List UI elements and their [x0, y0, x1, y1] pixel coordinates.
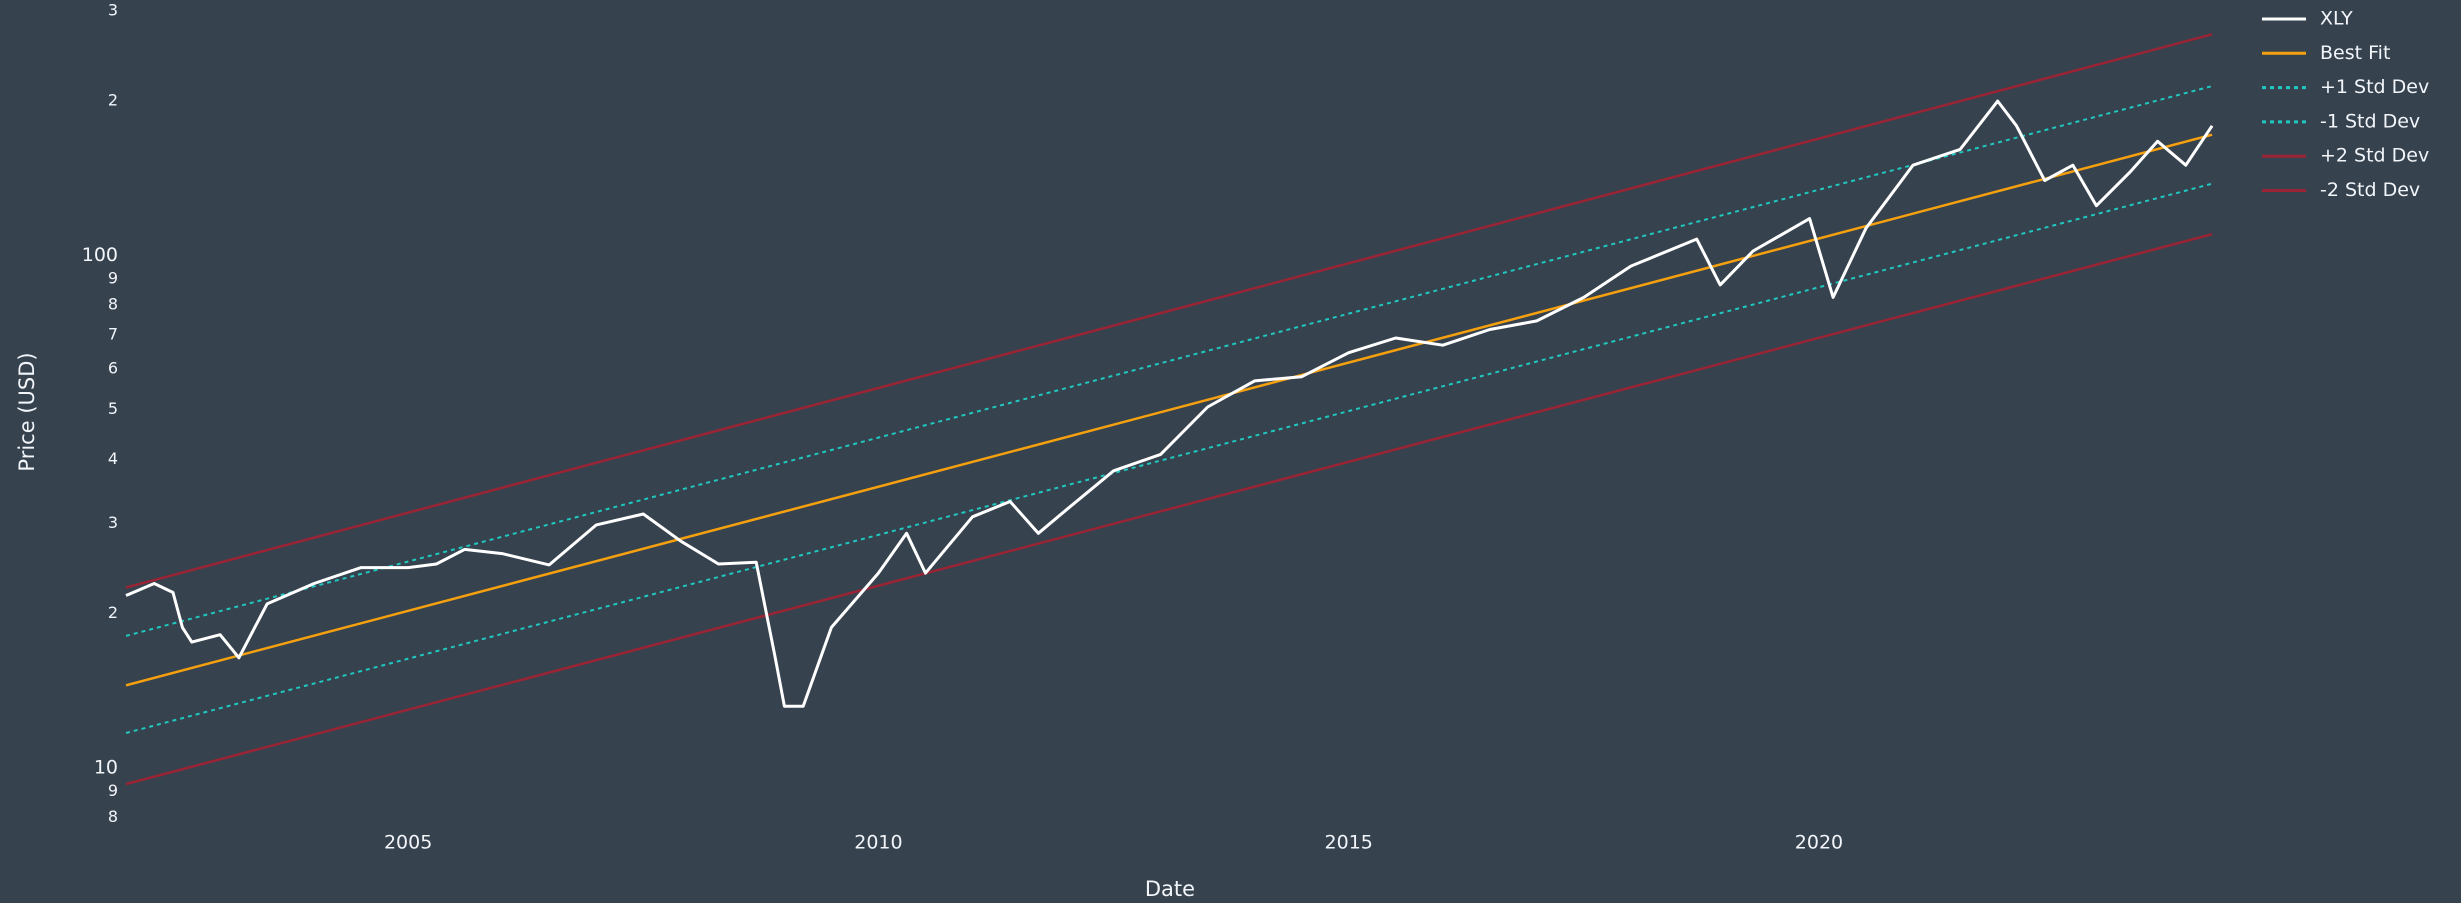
legend-label: Best Fit	[2320, 42, 2390, 64]
y-tick-label: 100	[82, 244, 118, 266]
x-tick-label: 2015	[1325, 832, 1373, 854]
y-tick-label: 3	[108, 513, 118, 532]
legend-item: Best Fit	[2262, 42, 2390, 64]
y-tick-label: 9	[108, 781, 118, 800]
legend-label: +2 Std Dev	[2320, 145, 2429, 167]
legend-label: +1 Std Dev	[2320, 76, 2429, 98]
y-tick-label: 3	[108, 0, 118, 19]
y-tick-label: 5	[108, 399, 118, 418]
y-axis-title: Price (USD)	[15, 352, 39, 471]
y-tick-label: 4	[108, 449, 118, 468]
y-tick-label: 8	[108, 807, 118, 826]
y-tick-label: 2	[108, 603, 118, 622]
legend-item: -1 Std Dev	[2262, 110, 2420, 132]
legend-label: -2 Std Dev	[2320, 179, 2420, 201]
x-tick-label: 2020	[1795, 832, 1843, 854]
series-line	[125, 232, 2213, 786]
y-tick-label: 9	[108, 268, 118, 287]
legend-item: +2 Std Dev	[2262, 145, 2429, 167]
y-tick-label: 2	[108, 91, 118, 110]
legend-item: XLY	[2262, 8, 2353, 30]
x-axis-title: Date	[1145, 877, 1195, 901]
y-tick-label: 10	[94, 756, 118, 778]
y-tick-label: 8	[108, 295, 118, 314]
legend-label: XLY	[2320, 8, 2353, 30]
y-tick-label: 7	[108, 324, 118, 343]
series-line	[125, 182, 2213, 734]
y-tick-label: 6	[108, 359, 118, 378]
series-line	[125, 33, 2213, 589]
legend-label: -1 Std Dev	[2320, 110, 2420, 132]
x-tick-label: 2005	[384, 832, 432, 854]
legend-item: -2 Std Dev	[2262, 179, 2420, 201]
series-line	[125, 133, 2213, 687]
legend-item: +1 Std Dev	[2262, 76, 2429, 98]
series-line	[125, 99, 2214, 708]
x-tick-label: 2010	[854, 832, 902, 854]
series-line	[125, 85, 2213, 637]
